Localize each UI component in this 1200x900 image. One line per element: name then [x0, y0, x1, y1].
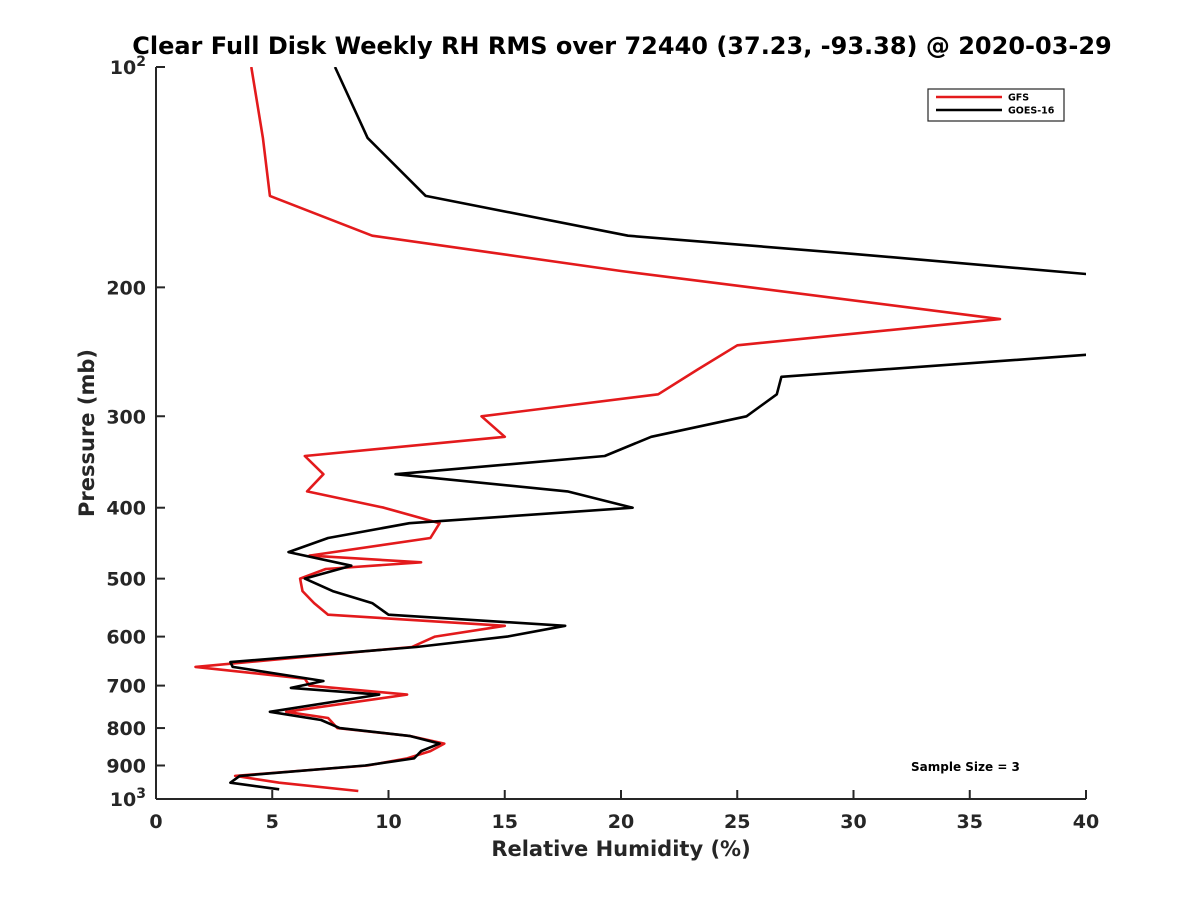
y-tick-label: 400: [106, 498, 146, 520]
x-tick-label: 15: [492, 811, 518, 833]
series-line-goes16: [229, 67, 1086, 791]
x-ticks: 0 5 10 15 20 25 30 35 40: [149, 790, 1099, 833]
x-tick-label: 0: [149, 811, 162, 833]
y-tick-label: 103: [110, 786, 146, 811]
x-axis-label-group: Relative Humidity (%): [491, 837, 750, 861]
legend: GFS GOES-16: [927, 88, 1065, 122]
y-axis-label-group: Pressure (mb): [75, 349, 99, 517]
x-tick-label: 40: [1073, 811, 1099, 833]
y-tick-label: 102: [110, 54, 146, 79]
x-tick-label: 20: [608, 811, 634, 833]
sample-size-annotation: Sample Size = 3: [911, 760, 1020, 774]
y-axis-label: Pressure (mb): [75, 349, 99, 517]
x-tick-label: 35: [957, 811, 983, 833]
y-tick-label: 200: [106, 277, 146, 299]
y-tick-label: 700: [106, 676, 146, 698]
y-ticks: 102 200 300 400 500 600 700 800 900 103: [106, 54, 165, 811]
x-axis-label: Relative Humidity (%): [491, 837, 750, 861]
x-tick-label: 10: [375, 811, 401, 833]
x-tick-label: 25: [724, 811, 750, 833]
legend-label-goes16: GOES-16: [1008, 106, 1055, 117]
y-tick-label: 500: [106, 569, 146, 591]
y-tick-label: 300: [106, 406, 146, 428]
legend-label-gfs: GFS: [1008, 93, 1029, 104]
x-tick-label: 30: [840, 811, 866, 833]
legend-box: [927, 88, 1065, 122]
y-tick-label: 800: [106, 718, 146, 740]
x-tick-label: 5: [266, 811, 279, 833]
y-tick-label: 900: [106, 756, 146, 778]
chart-title: Clear Full Disk Weekly RH RMS over 72440…: [132, 32, 1112, 60]
y-tick-label: 600: [106, 627, 146, 649]
series-group: [194, 67, 1086, 793]
